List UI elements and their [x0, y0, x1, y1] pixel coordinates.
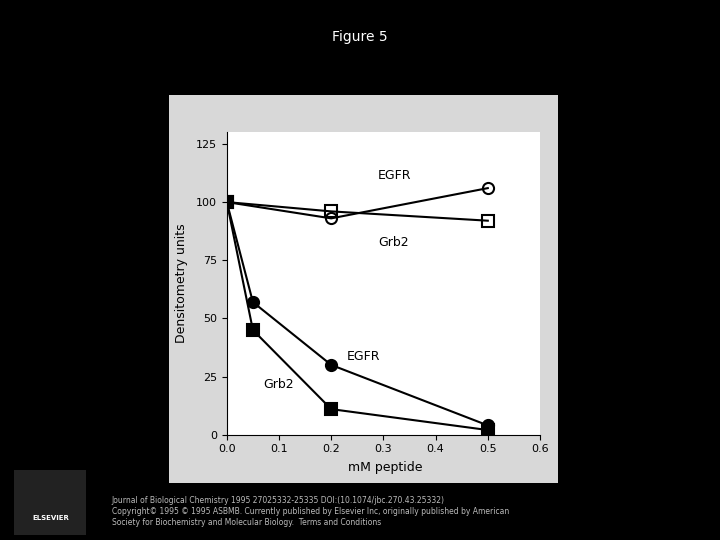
- Text: Society for Biochemistry and Molecular Biology.  Terms and Conditions: Society for Biochemistry and Molecular B…: [112, 518, 381, 527]
- Text: ELSEVIER: ELSEVIER: [32, 515, 69, 522]
- Text: EGFR: EGFR: [378, 169, 412, 182]
- Text: mM peptide: mM peptide: [348, 461, 423, 474]
- Text: Grb2: Grb2: [264, 378, 294, 391]
- Text: Journal of Biological Chemistry 1995 27025332-25335 DOI:(10.1074/jbc.270.43.2533: Journal of Biological Chemistry 1995 270…: [112, 496, 445, 505]
- Text: Densitometry units: Densitometry units: [175, 224, 188, 343]
- Text: EGFR: EGFR: [347, 350, 380, 363]
- Text: Copyright© 1995 © 1995 ASBMB. Currently published by Elsevier Inc, originally pu: Copyright© 1995 © 1995 ASBMB. Currently …: [112, 507, 509, 516]
- Text: Figure 5: Figure 5: [332, 30, 388, 44]
- Text: Grb2: Grb2: [378, 237, 409, 249]
